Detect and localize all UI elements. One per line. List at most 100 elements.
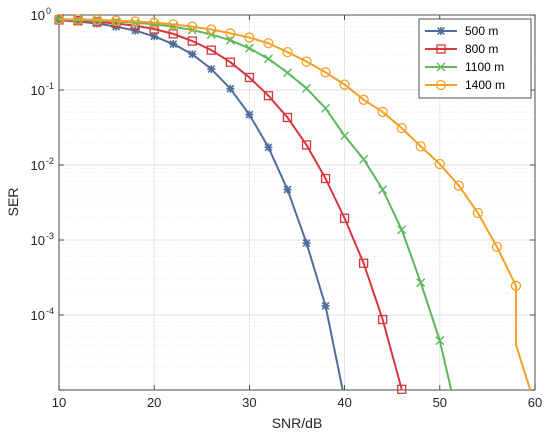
marker-x xyxy=(282,68,292,78)
x-tick-label: 30 xyxy=(242,395,256,410)
marker-x xyxy=(263,54,273,64)
marker-circle xyxy=(91,14,103,26)
series-line xyxy=(58,18,532,391)
marker-circle xyxy=(358,94,369,105)
marker-circle xyxy=(244,32,255,43)
marker-x xyxy=(397,225,407,235)
marker-circle xyxy=(472,207,484,219)
series-line xyxy=(58,18,403,390)
series-line xyxy=(58,19,344,391)
legend-label: 1100 m xyxy=(465,60,504,74)
y-tick-exponent: -1 xyxy=(46,81,54,91)
marker-square xyxy=(301,140,312,150)
marker-circle xyxy=(187,21,198,32)
marker-asterisk xyxy=(188,50,197,59)
marker-circle xyxy=(377,106,388,118)
marker-circle xyxy=(263,38,274,49)
y-axis-label: SER xyxy=(5,188,21,217)
marker-circle xyxy=(435,79,447,91)
marker-circle xyxy=(110,15,122,26)
marker-square xyxy=(168,29,178,39)
marker-asterisk xyxy=(169,40,178,49)
marker-square xyxy=(187,36,197,46)
series-800-m xyxy=(54,15,407,395)
y-tick-label: 10 xyxy=(31,233,45,248)
marker-circle xyxy=(168,19,179,30)
y-tick-exponent: -4 xyxy=(46,306,54,316)
marker-x xyxy=(340,131,350,141)
marker-circle xyxy=(149,17,160,28)
legend-label: 1400 m xyxy=(465,78,505,92)
marker-asterisk xyxy=(283,185,292,194)
marker-square xyxy=(206,45,216,55)
marker-square xyxy=(339,213,350,223)
marker-circle xyxy=(206,24,217,35)
y-tick-label: 10 xyxy=(31,308,45,323)
marker-square xyxy=(397,384,407,395)
marker-square xyxy=(263,91,274,101)
marker-square xyxy=(378,314,388,325)
marker-square xyxy=(358,258,369,268)
marker-x xyxy=(244,43,254,53)
marker-circle xyxy=(396,122,407,134)
marker-circle xyxy=(434,158,445,170)
marker-circle xyxy=(130,16,141,27)
marker-asterisk xyxy=(112,22,121,31)
series-1400-m xyxy=(53,14,532,391)
y-tick-label: 10 xyxy=(31,8,45,23)
legend-item: 1400 m xyxy=(425,78,505,92)
marker-asterisk xyxy=(226,84,235,93)
marker-asterisk xyxy=(131,26,140,35)
marker-circle xyxy=(282,46,293,58)
marker-square xyxy=(244,72,255,83)
marker-square xyxy=(225,57,236,67)
series-group xyxy=(53,14,532,395)
marker-circle xyxy=(510,280,522,291)
x-tick-label: 20 xyxy=(147,395,161,410)
marker-square xyxy=(282,112,293,123)
marker-x xyxy=(359,154,369,164)
marker-x xyxy=(435,336,445,346)
marker-asterisk xyxy=(93,19,102,28)
x-axis-label: SNR/dB xyxy=(272,415,323,431)
marker-square xyxy=(436,44,446,54)
marker-asterisk xyxy=(302,239,311,248)
legend-item: 500 m xyxy=(425,24,498,38)
y-tick-exponent: 0 xyxy=(46,6,51,16)
marker-circle xyxy=(53,14,65,25)
y-tick-exponent: -2 xyxy=(46,156,54,166)
x-tick-label: 40 xyxy=(337,395,351,410)
y-tick-label: 10 xyxy=(31,83,45,98)
x-tick-label: 60 xyxy=(528,395,542,410)
marker-x xyxy=(378,185,388,195)
legend-label: 500 m xyxy=(465,24,498,38)
marker-square xyxy=(320,173,331,184)
marker-asterisk xyxy=(321,301,330,310)
marker-circle xyxy=(491,241,503,253)
plot-frame xyxy=(58,14,536,391)
legend: 500 m 800 m 1100 m 1400 m xyxy=(418,18,532,99)
x-tick-label: 50 xyxy=(433,395,447,410)
marker-circle xyxy=(453,180,464,191)
y-tick-label: 10 xyxy=(31,158,45,173)
marker-asterisk xyxy=(245,110,254,119)
legend-label: 800 m xyxy=(465,42,498,56)
marker-asterisk xyxy=(437,27,445,35)
marker-x xyxy=(321,103,331,113)
marker-circle xyxy=(339,79,350,90)
marker-circle xyxy=(301,56,312,67)
x-tick-labels: 10 20 30 40 50 60 xyxy=(52,395,542,410)
marker-asterisk xyxy=(264,143,273,152)
marker-x xyxy=(302,83,312,93)
marker-asterisk xyxy=(150,32,159,41)
y-tick-exponent: -3 xyxy=(46,231,54,241)
legend-item: 800 m xyxy=(425,42,498,56)
marker-circle xyxy=(320,67,331,78)
legend-item: 1100 m xyxy=(425,60,504,74)
marker-circle xyxy=(72,14,84,25)
marker-x xyxy=(436,62,446,72)
marker-asterisk xyxy=(207,65,216,74)
x-tick-label: 10 xyxy=(52,395,66,410)
